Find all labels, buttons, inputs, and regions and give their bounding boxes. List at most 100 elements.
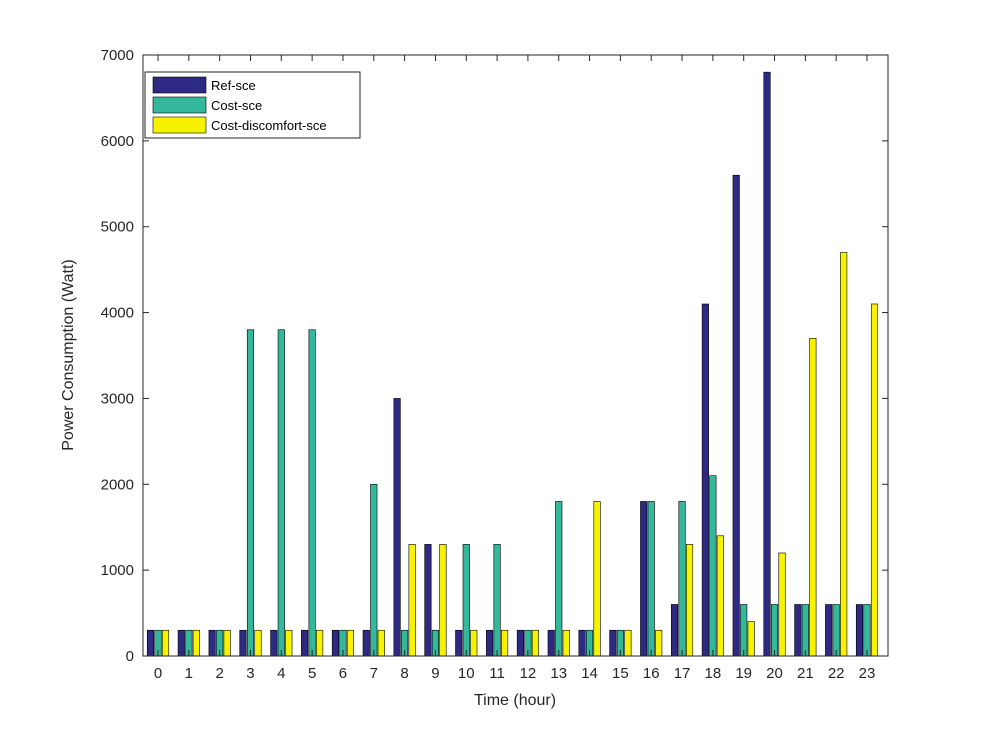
bars-layer	[146, 71, 879, 657]
bar-cost-sce-10	[462, 544, 470, 657]
x-tick-label-11: 11	[489, 665, 505, 682]
legend-swatch-ref-sce	[152, 76, 207, 94]
x-tick-label-12: 12	[520, 665, 537, 682]
bar-ref-sce-23	[855, 604, 864, 657]
bar-cost-discomfort-sce-7	[377, 629, 385, 657]
bar-cost-sce-22	[832, 604, 840, 657]
x-tick-label-2: 2	[215, 665, 223, 682]
bar-cost-discomfort-sce-9	[439, 544, 447, 657]
x-tick-label-15: 15	[612, 665, 629, 682]
bar-cost-discomfort-sce-22	[840, 252, 848, 657]
bar-ref-sce-2	[208, 629, 216, 657]
legend-label-cost-sce: Cost-sce	[211, 98, 262, 113]
bar-cost-discomfort-sce-10	[470, 629, 478, 657]
legend-swatch-cost-sce	[152, 96, 207, 114]
bar-ref-sce-4	[270, 629, 278, 657]
bar-cost-discomfort-sce-23	[870, 303, 879, 657]
bar-ref-sce-21	[794, 604, 802, 657]
bar-cost-discomfort-sce-18	[716, 535, 724, 657]
bar-cost-sce-21	[801, 604, 809, 657]
x-tick-label-7: 7	[370, 665, 378, 682]
bar-cost-sce-7	[370, 483, 378, 657]
bar-cost-sce-20	[770, 604, 779, 657]
x-tick-label-9: 9	[431, 665, 439, 682]
bar-ref-sce-22	[825, 604, 833, 657]
y-tick-label-4000: 4000	[101, 305, 134, 322]
x-tick-label-3: 3	[246, 665, 254, 682]
bar-ref-sce-19	[732, 174, 740, 657]
bar-ref-sce-12	[516, 629, 524, 657]
x-tick-label-1: 1	[185, 665, 193, 682]
bar-cost-sce-16	[647, 501, 655, 657]
bar-cost-discomfort-sce-20	[778, 552, 786, 657]
bar-ref-sce-20	[763, 71, 771, 657]
x-tick-label-4: 4	[277, 665, 285, 682]
legend-label-ref-sce: Ref-sce	[211, 78, 256, 93]
bar-cost-discomfort-sce-17	[685, 544, 694, 657]
legend-swatch-cost-discomfort-sce	[152, 116, 207, 134]
bar-ref-sce-16	[640, 501, 648, 657]
bar-ref-sce-6	[331, 629, 340, 657]
x-tick-label-5: 5	[308, 665, 316, 682]
y-tick-label-1000: 1000	[101, 562, 134, 579]
bar-cost-sce-11	[493, 544, 501, 657]
x-tick-label-23: 23	[859, 665, 876, 682]
y-tick-label-0: 0	[126, 648, 134, 665]
bar-ref-sce-14	[578, 629, 586, 657]
bar-ref-sce-17	[670, 604, 679, 657]
x-tick-label-0: 0	[154, 665, 162, 682]
bar-cost-discomfort-sce-12	[531, 629, 539, 657]
x-tick-label-16: 16	[643, 665, 660, 682]
bar-ref-sce-0	[146, 629, 155, 657]
bar-cost-discomfort-sce-2	[223, 629, 231, 657]
bar-cost-discomfort-sce-15	[624, 629, 632, 657]
bar-cost-discomfort-sce-8	[408, 544, 416, 657]
legend: Ref-sce Cost-sce Cost-discomfort-sce	[144, 71, 361, 139]
legend-label-cost-discomfort-sce: Cost-discomfort-sce	[211, 118, 327, 133]
bar-cost-discomfort-sce-16	[655, 629, 663, 657]
bar-cost-sce-3	[246, 329, 255, 657]
bar-cost-sce-5	[308, 329, 316, 657]
bar-ref-sce-3	[239, 629, 247, 657]
bar-ref-sce-1	[177, 629, 185, 657]
bar-ref-sce-18	[701, 303, 709, 657]
x-tick-label-21: 21	[797, 665, 814, 682]
bar-cost-discomfort-sce-14	[593, 501, 601, 657]
bar-cost-discomfort-sce-19	[747, 621, 755, 657]
bar-cost-discomfort-sce-11	[501, 629, 509, 657]
bar-cost-discomfort-sce-4	[285, 629, 293, 657]
bar-ref-sce-13	[547, 629, 555, 657]
bar-ref-sce-8	[393, 398, 401, 657]
bar-cost-discomfort-sce-5	[316, 629, 324, 657]
bar-cost-discomfort-sce-0	[161, 629, 170, 657]
bar-ref-sce-15	[609, 629, 617, 657]
bar-cost-sce-4	[277, 329, 285, 657]
bar-ref-sce-5	[301, 629, 309, 657]
bar-cost-discomfort-sce-13	[562, 629, 570, 657]
x-tick-label-10: 10	[458, 665, 475, 682]
bar-cost-discomfort-sce-3	[254, 629, 262, 657]
bar-ref-sce-9	[424, 544, 432, 657]
bar-ref-sce-10	[455, 629, 463, 657]
x-tick-label-14: 14	[581, 665, 598, 682]
bar-ref-sce-7	[362, 629, 370, 657]
bar-cost-sce-13	[555, 501, 563, 657]
plot-frame	[142, 54, 889, 657]
x-tick-label-13: 13	[550, 665, 567, 682]
x-tick-label-8: 8	[400, 665, 408, 682]
x-tick-label-22: 22	[828, 665, 845, 682]
bar-cost-discomfort-sce-21	[809, 338, 817, 657]
x-tick-label-19: 19	[735, 665, 752, 682]
y-tick-label-3000: 3000	[101, 390, 134, 407]
bar-ref-sce-11	[486, 629, 494, 657]
plot-area	[143, 55, 888, 656]
x-tick-label-6: 6	[339, 665, 347, 682]
y-axis-label: Power Consumption (Watt)	[60, 259, 77, 450]
bar-cost-sce-19	[740, 604, 748, 657]
y-tick-label-7000: 7000	[101, 47, 134, 64]
y-tick-label-5000: 5000	[101, 219, 134, 236]
y-tick-label-6000: 6000	[101, 133, 134, 150]
bar-cost-sce-18	[709, 475, 717, 657]
